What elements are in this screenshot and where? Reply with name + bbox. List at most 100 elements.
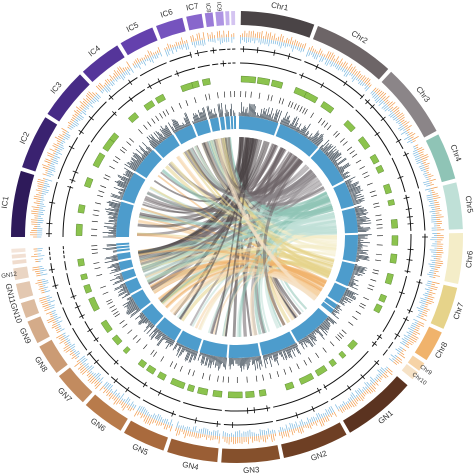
histogram-bar — [311, 51, 313, 55]
histogram-bar — [291, 45, 295, 52]
histogram-bar — [391, 106, 398, 111]
histogram-bar — [168, 48, 171, 52]
density-band — [118, 259, 134, 271]
histogram-bar — [336, 60, 340, 64]
histogram-bar — [429, 289, 433, 292]
karyotype-band — [22, 117, 58, 172]
tick — [194, 417, 197, 424]
histogram-bar — [184, 430, 187, 439]
histogram-bar — [285, 424, 288, 431]
density-spike — [118, 191, 125, 194]
density-spike — [208, 354, 211, 360]
density-spike — [267, 354, 269, 358]
density-spike — [165, 336, 169, 341]
histogram-bar — [44, 182, 50, 185]
gene-box — [284, 381, 295, 391]
density-spike — [182, 122, 186, 128]
histogram-bar — [306, 421, 308, 425]
histogram-bar — [124, 70, 128, 75]
density-spike — [281, 117, 285, 125]
tick — [113, 378, 119, 384]
line-track — [232, 48, 236, 50]
histogram-bar — [386, 101, 390, 105]
tick — [300, 72, 304, 79]
line-track — [49, 256, 51, 260]
density-spike — [200, 112, 204, 121]
density-spike — [126, 296, 132, 300]
histogram-bar — [177, 42, 180, 46]
histogram-bar — [430, 259, 436, 262]
histogram-bar — [179, 41, 182, 46]
link — [161, 206, 333, 304]
histogram-bar — [379, 377, 382, 380]
histogram-bar — [139, 406, 143, 412]
line-track — [212, 63, 219, 66]
histogram-bar — [148, 414, 151, 417]
histogram-bar — [345, 66, 348, 70]
histogram-bar — [30, 219, 38, 221]
histogram-bar — [157, 415, 161, 421]
histogram-bar — [428, 200, 434, 203]
tick — [403, 196, 410, 199]
histogram-bar — [43, 286, 49, 289]
histogram-bar — [40, 289, 45, 292]
density-spike — [114, 181, 128, 188]
density-spike — [131, 157, 141, 165]
density-spike — [200, 353, 204, 364]
karyotype-band — [85, 394, 128, 431]
histogram-bar — [209, 34, 211, 39]
density-spike — [357, 222, 363, 224]
segment-label: Chr7 — [452, 301, 466, 321]
density-spike — [333, 309, 340, 314]
histogram-bar — [36, 200, 41, 202]
marker — [318, 117, 323, 124]
histogram-bar — [147, 417, 151, 424]
histogram-bar — [359, 75, 363, 80]
density-spike — [180, 346, 186, 356]
line-track — [149, 387, 181, 402]
histogram-bar — [420, 168, 426, 172]
histogram-bar — [377, 378, 381, 382]
histogram-bar — [31, 212, 39, 215]
density-spike — [117, 180, 128, 187]
histogram-bar — [353, 399, 358, 405]
density-spike — [109, 216, 118, 219]
histogram-bar — [435, 258, 441, 260]
marker — [92, 214, 99, 216]
density-spike — [107, 213, 118, 217]
histogram-bar — [351, 392, 356, 399]
histogram-bar — [390, 106, 394, 110]
density-spike — [284, 347, 290, 359]
segment-label: GN11 — [4, 283, 18, 305]
density-spike — [297, 128, 300, 133]
marker — [360, 302, 366, 307]
histogram-bar — [384, 107, 390, 112]
histogram-bar — [268, 39, 271, 47]
histogram-bar — [143, 414, 146, 418]
tick — [359, 94, 365, 100]
histogram-bar — [37, 183, 44, 186]
tick — [157, 78, 162, 85]
histogram-bar — [293, 39, 297, 46]
histogram-bar — [426, 299, 435, 303]
histogram-bar — [79, 101, 86, 107]
line-track — [382, 349, 388, 356]
density-spike — [311, 332, 317, 339]
histogram-bar — [295, 421, 298, 428]
density-spike — [294, 343, 302, 355]
histogram-bar — [435, 210, 442, 212]
line-track — [63, 255, 65, 259]
density-spike — [197, 352, 201, 361]
density-spike — [276, 120, 278, 123]
density-spike — [123, 188, 126, 190]
density-spike — [345, 180, 353, 185]
histogram-bar — [366, 381, 371, 387]
tick — [176, 70, 179, 77]
histogram-bar — [212, 430, 215, 436]
histogram-bar — [121, 73, 126, 79]
histogram-bar — [354, 390, 360, 396]
density-spike — [357, 249, 369, 252]
density-spike — [122, 191, 125, 193]
marker — [288, 101, 291, 107]
histogram-bar — [430, 206, 435, 209]
